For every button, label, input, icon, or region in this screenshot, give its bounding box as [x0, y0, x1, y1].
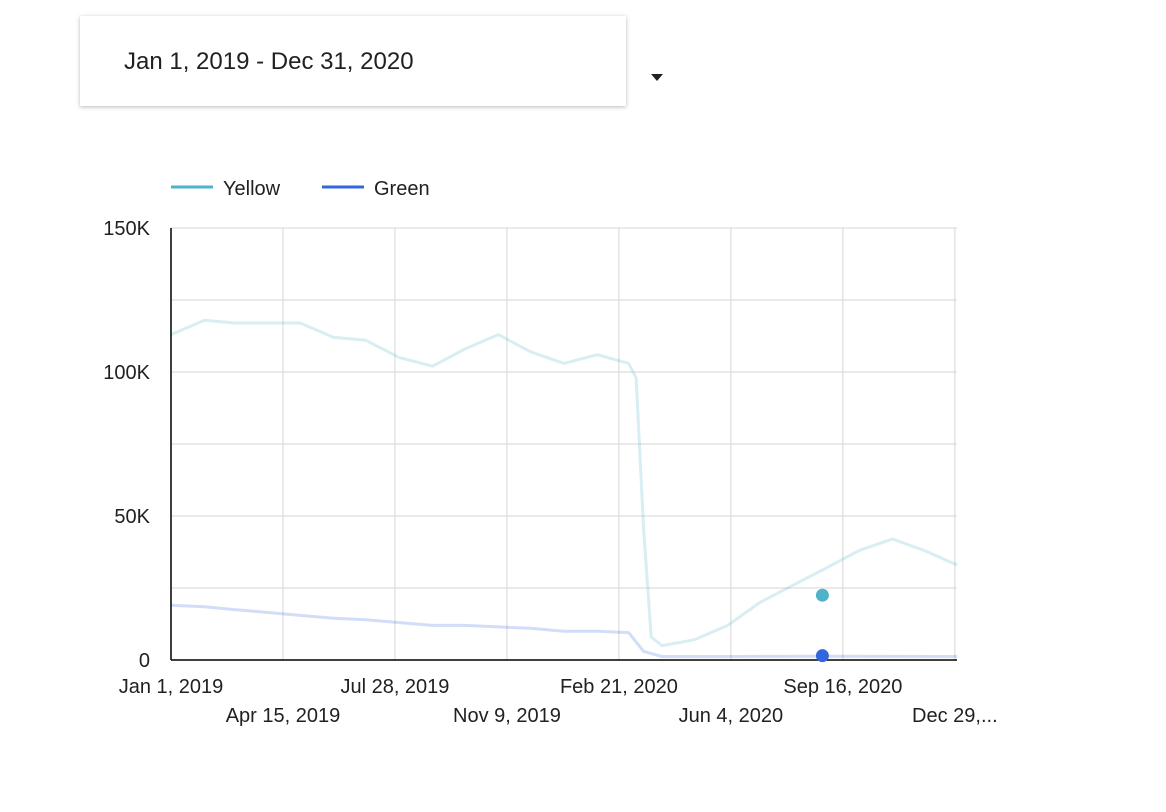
x-tick-label: Nov 9, 2019 [453, 705, 561, 727]
x-tick-label: Jul 28, 2019 [340, 676, 449, 698]
x-tick-label: Jun 4, 2020 [679, 705, 784, 727]
x-tick-label: Apr 15, 2019 [226, 705, 341, 727]
x-tick-label: Feb 21, 2020 [560, 676, 678, 698]
legend-label-yellow: Yellow [223, 178, 281, 200]
chart-legend: Yellow Green [171, 178, 430, 200]
series-line-green [170, 603, 958, 658]
x-tick-label: Sep 16, 2020 [783, 676, 902, 698]
legend-label-green: Green [374, 178, 430, 200]
y-tick-label: 0 [139, 650, 150, 672]
y-tick-label: 150K [103, 218, 150, 240]
hover-point-yellow [815, 588, 829, 602]
y-tick-label: 50K [114, 506, 150, 528]
chart-hover-markers [815, 588, 829, 663]
chart-grid [171, 227, 957, 660]
date-range-label: Jan 1, 2019 - Dec 31, 2020 [124, 48, 414, 75]
x-tick-label: Jan 1, 2019 [119, 676, 224, 698]
x-tick-label: Dec 29,... [912, 705, 998, 727]
caret-down-icon [651, 74, 663, 81]
series-line-yellow [170, 318, 958, 648]
chart-series [170, 318, 958, 658]
hover-point-green [815, 649, 829, 663]
date-range-picker[interactable]: Jan 1, 2019 - Dec 31, 2020 [80, 16, 663, 106]
y-tick-label: 100K [103, 362, 150, 384]
